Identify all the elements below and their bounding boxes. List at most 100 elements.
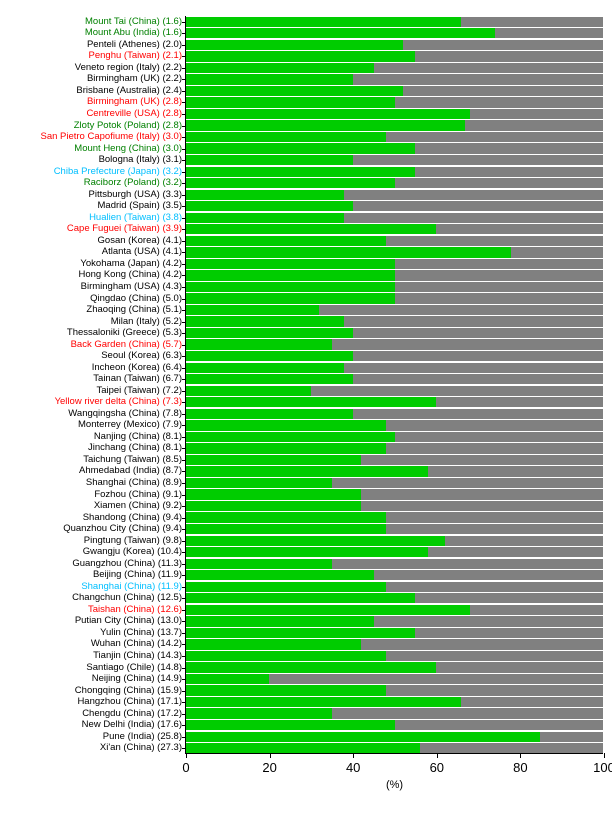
bar-row [186,489,603,499]
bar-segment-green [186,236,386,246]
bar-segment-green [186,40,403,50]
bar-label: Madrid (Spain) (3.5) [98,201,182,211]
bar-label: Jinchang (China) (8.1) [88,443,182,453]
bar-row [186,339,603,349]
bar-label: Mount Heng (China) (3.0) [74,144,182,154]
bar-row [186,40,603,50]
bar-segment-green [186,132,386,142]
y-tick [182,714,186,715]
bar-label: Veneto region (Italy) (2.2) [75,63,182,73]
bar-segment-green [186,478,332,488]
bar-label: Zloty Potok (Poland) (2.8) [74,121,182,131]
y-tick [182,206,186,207]
y-tick [182,22,186,23]
y-tick [182,679,186,680]
bar-row [186,639,603,649]
bar-segment-green [186,17,461,27]
bar-label: Centreville (USA) (2.8) [86,109,182,119]
y-tick [182,114,186,115]
bar-segment-gray [386,651,603,661]
y-tick [182,564,186,565]
y-tick [182,333,186,334]
bar-segment-gray [374,616,603,626]
y-tick [182,172,186,173]
bar-segment-gray [386,443,603,453]
bar-label: Yulin (China) (13.7) [100,628,182,638]
bar-label: Qingdao (China) (5.0) [90,294,182,304]
bar-row [186,570,603,580]
bar-row [186,432,603,442]
y-tick [182,183,186,184]
bar-segment-gray [269,674,603,684]
bar-label: Bologna (Italy) (3.1) [99,155,182,165]
y-tick [182,299,186,300]
bar-row [186,662,603,672]
bar-segment-green [186,351,353,361]
bar-row [186,478,603,488]
bar-segment-gray [395,432,604,442]
bar-segment-green [186,697,461,707]
y-tick [182,45,186,46]
bar-row [186,628,603,638]
bar-segment-green [186,120,465,130]
bar-segment-green [186,328,353,338]
bar-row [186,351,603,361]
bar-segment-green [186,167,415,177]
x-axis-label: (%) [386,779,403,791]
bar-segment-gray [428,466,603,476]
bar-segment-green [186,570,374,580]
bar-segment-gray [395,270,604,280]
bar-segment-green [186,639,361,649]
bar-row [186,582,603,592]
bar-segment-gray [386,236,603,246]
bar-row [186,259,603,269]
bar-row [186,720,603,730]
bar-segment-gray [311,386,603,396]
bar-label: Tianjin (China) (14.3) [93,651,182,661]
bar-segment-gray [461,697,603,707]
bar-segment-gray [511,247,603,257]
bar-label: Penteli (Athenes) (2.0) [87,40,182,50]
bar-row [186,593,603,603]
bar-row [186,247,603,257]
bar-segment-gray [353,374,603,384]
y-tick [182,149,186,150]
bar-segment-green [186,28,495,38]
bar-segment-green [186,270,395,280]
bar-label: Shandong (China) (9.4) [83,513,182,523]
bar-segment-gray [386,420,603,430]
bar-segment-gray [319,305,603,315]
bar-label: Changchun (China) (12.5) [72,593,182,603]
bar-segment-gray [361,455,603,465]
bar-label: Raciborz (Poland) (3.2) [84,178,182,188]
y-tick [182,368,186,369]
bar-row [186,674,603,684]
bar-segment-green [186,559,332,569]
bar-segment-green [186,155,353,165]
bar-row [186,559,603,569]
bar-segment-gray [445,536,603,546]
bar-label: Milan (Italy) (5.2) [111,317,182,327]
bar-row [186,328,603,338]
bar-label: Seoul (Korea) (6.3) [101,351,182,361]
bar-segment-green [186,363,344,373]
y-tick [182,91,186,92]
bar-segment-gray [361,489,603,499]
bar-row [186,536,603,546]
y-tick [182,252,186,253]
bar-segment-green [186,282,395,292]
bar-segment-gray [395,720,604,730]
bar-segment-gray [344,190,603,200]
bar-label: Birmingham (UK) (2.2) [87,74,182,84]
x-tick-label: 40 [346,760,360,775]
bar-row [186,685,603,695]
bar-row [186,524,603,534]
x-tick-label: 60 [430,760,444,775]
bar-segment-green [186,489,361,499]
bar-segment-green [186,109,470,119]
bar-row [186,466,603,476]
bar-segment-gray [436,224,603,234]
y-tick [182,79,186,80]
x-tick [353,753,354,758]
bar-row [186,374,603,384]
